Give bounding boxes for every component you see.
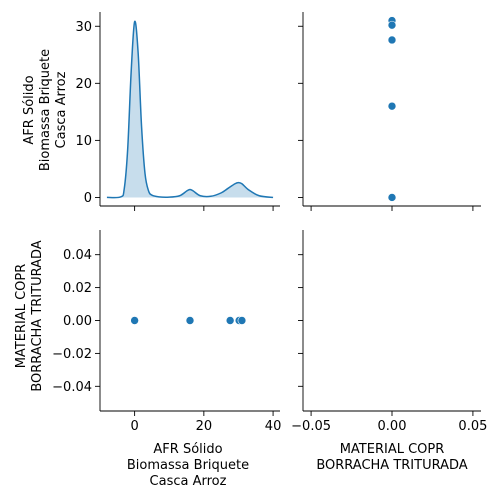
x2-title-line-1: MATERIAL COPR	[340, 442, 445, 457]
y-tick-label: 30	[75, 20, 92, 35]
y-tick-label: −0.02	[52, 347, 92, 362]
x-tick-label: 0	[130, 419, 138, 434]
y2-title-line-1: MATERIAL COPR	[14, 264, 29, 369]
top-left-y-title: AFR Sólido Biomassa Briquete Casca Arroz	[22, 49, 69, 171]
top-left-x-ticks	[134, 206, 274, 211]
y-tick-label: 0.04	[63, 248, 92, 263]
scatter-point	[130, 316, 139, 325]
y-tick-label: 20	[75, 77, 92, 92]
y-title-line-3: Casca Arroz	[54, 71, 69, 148]
x-tick-label: 0.00	[378, 419, 407, 434]
y-title-line-1: AFR Sólido	[22, 75, 37, 144]
scatter-point	[185, 316, 195, 325]
bottom-right-x-title: MATERIAL COPR BORRACHA TRITURADA	[316, 442, 467, 473]
bottom-right-x-ticks: −0.05 0.00 0.05	[291, 411, 487, 434]
bottom-left-points	[130, 316, 247, 325]
y-tick-label: 0.00	[63, 314, 92, 329]
panel-bottom-left: 0 20 40 −0.04 −0.02 0.00 0.02 0.04	[52, 230, 281, 434]
bottom-left-y-title: MATERIAL COPR BORRACHA TRITURADA	[14, 240, 45, 391]
top-right-y-ticks	[298, 25, 303, 198]
y-tick-label: 10	[75, 134, 92, 149]
scatter-point	[237, 316, 247, 325]
scatter-point	[387, 101, 397, 111]
scatter-point	[387, 20, 397, 30]
bottom-left-x-title: AFR Sólido Biomassa Briquete Casca Arroz	[127, 442, 249, 489]
scatter-point	[225, 316, 235, 325]
y2-title-line-2: BORRACHA TRITURADA	[30, 240, 45, 391]
x-tick-label: 20	[196, 419, 213, 434]
x-tick-label: −0.05	[291, 419, 331, 434]
scatter-point	[387, 193, 397, 202]
y-tick-label: 0	[84, 191, 92, 206]
x2-title-line-2: BORRACHA TRITURADA	[316, 458, 467, 473]
x-title-line-3: Casca Arroz	[150, 474, 227, 489]
bottom-left-y-ticks: −0.04 −0.02 0.00 0.02 0.04	[52, 248, 100, 395]
x-title-line-1: AFR Sólido	[153, 442, 222, 457]
bottom-right-y-ticks	[298, 254, 303, 387]
panel-top-left: 0 10 20 30	[75, 12, 280, 211]
panel-top-right	[298, 12, 481, 211]
x-title-line-2: Biomassa Briquete	[127, 458, 249, 473]
top-right-x-ticks	[310, 206, 474, 211]
y-title-line-2: Biomassa Briquete	[38, 49, 53, 171]
x-tick-label: 40	[265, 419, 282, 434]
scatter-point	[387, 35, 397, 45]
top-left-y-ticks: 0 10 20 30	[75, 20, 100, 206]
bottom-left-x-ticks: 0 20 40	[130, 411, 281, 434]
panel-bottom-right: −0.05 0.00 0.05	[291, 230, 487, 434]
top-right-points	[387, 16, 397, 202]
y-tick-label: −0.04	[52, 380, 92, 395]
x-tick-label: 0.05	[458, 419, 487, 434]
kde-curve	[106, 20, 274, 199]
y-tick-label: 0.02	[63, 281, 92, 296]
